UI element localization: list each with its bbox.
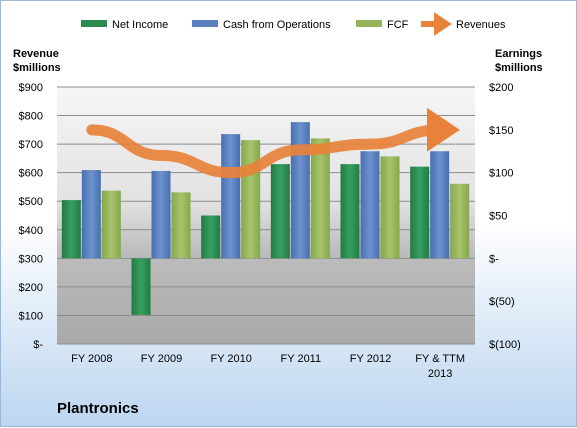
left-tick-label: $600 [19, 168, 43, 180]
bar-net-income [410, 166, 430, 259]
legend-label-cash: Cash from Operations [223, 19, 331, 31]
revenue-line [86, 107, 460, 179]
revenue-line-group [86, 107, 460, 179]
bar-net-income [270, 164, 290, 259]
legend-label-fcf: FCF [387, 19, 409, 31]
x-tick-label: FY 2008 [71, 353, 112, 365]
right-tick-label: $200 [489, 82, 513, 94]
left-tick-label: $200 [19, 282, 43, 294]
x-tick-label: FY & TTM [415, 353, 465, 365]
bar-net-income [61, 200, 81, 259]
right-tick-label: $(50) [489, 296, 515, 308]
company-name: Plantronics [57, 400, 139, 417]
right-tick-label: $50 [489, 211, 507, 223]
bar-fcf [101, 190, 121, 259]
x-tick-label: FY 2010 [210, 353, 251, 365]
left-tick-label: $400 [19, 225, 43, 237]
legend-swatch-cash [192, 20, 218, 27]
x-tick-label: FY 2009 [141, 353, 182, 365]
plot-area [57, 87, 475, 344]
right-tick-label: $100 [489, 168, 513, 180]
x-axis-labels: FY 2008 FY 2009 FY 2010 FY 2011 FY 2012 FY & … [71, 353, 465, 380]
left-axis-ticks: $- $100 $200 $300 $400 $500 $600 $700 $800 $900 [19, 82, 44, 351]
right-axis-title-line1: Earnings [495, 48, 542, 60]
bar-cash-from-operations [151, 170, 171, 259]
left-tick-label: $700 [19, 139, 43, 151]
bar-fcf [450, 183, 470, 259]
bar-net-income [201, 215, 221, 259]
left-tick-label: $800 [19, 111, 43, 123]
left-axis-title-line1: Revenue [13, 48, 59, 60]
right-tick-label: $(100) [489, 339, 521, 351]
left-tick-label: $500 [19, 196, 43, 208]
right-tick-label: $- [489, 253, 499, 265]
bar-fcf [241, 140, 261, 259]
right-axis-title-line2: $millions [495, 62, 543, 74]
left-tick-label: $100 [19, 310, 43, 322]
x-tick-label: FY 2011 [281, 353, 322, 365]
bar-fcf [310, 138, 330, 259]
bar-fcf [380, 156, 400, 259]
legend: Net Income Cash from Operations FCF Reve… [81, 12, 506, 36]
right-axis-ticks: $(100) $(50) $- $50 $100 $150 $200 [489, 82, 521, 351]
legend-label-revenues: Revenues [456, 19, 506, 31]
legend-label-net-income: Net Income [112, 19, 168, 31]
legend-swatch-fcf [356, 20, 382, 27]
bar-net-income [340, 164, 360, 259]
bar-cash-from-operations [221, 134, 241, 259]
bar-net-income [131, 258, 151, 315]
bar-cash-from-operations [360, 151, 380, 259]
left-tick-label: $- [33, 339, 43, 351]
legend-swatch-net-income [81, 20, 107, 27]
left-axis-title-line2: $millions [13, 62, 61, 74]
bar-cash-from-operations [290, 122, 310, 259]
bar-series-group [61, 122, 470, 315]
left-tick-label: $300 [19, 253, 43, 265]
left-tick-label: $900 [19, 82, 43, 94]
bar-fcf [171, 192, 191, 259]
bar-cash-from-operations [81, 170, 101, 259]
x-tick-label: FY 2012 [350, 353, 391, 365]
x-tick-label-line2: 2013 [428, 368, 452, 380]
bar-cash-from-operations [430, 151, 450, 259]
right-tick-label: $150 [489, 125, 513, 137]
